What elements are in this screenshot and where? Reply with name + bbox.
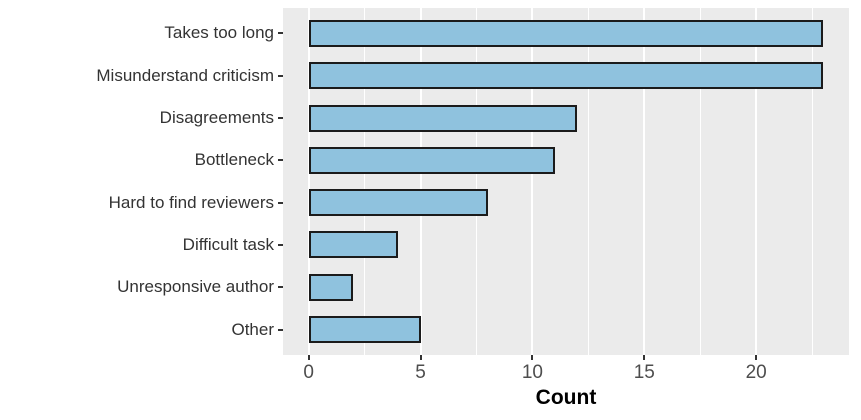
y-tick-mark [278, 328, 283, 331]
x-tick-label-5: 5 [415, 362, 426, 383]
gridline-minor [811, 8, 813, 355]
bar-other [308, 316, 421, 344]
y-tick-mark [278, 201, 283, 204]
plot-panel [283, 8, 849, 355]
gridline-major [755, 8, 758, 355]
bar-hard-to-find-reviewers [308, 189, 488, 217]
x-tick-label-20: 20 [745, 362, 767, 383]
y-tick-mark [278, 117, 283, 120]
x-tick-label-15: 15 [633, 362, 655, 383]
y-tick-mark [278, 243, 283, 246]
x-tick-mark [419, 355, 422, 360]
gridline-minor [476, 8, 477, 355]
category-label-takes-too-long: Takes too long [164, 23, 274, 43]
bar-takes-too-long [308, 19, 824, 47]
x-axis-title: Count [535, 386, 597, 409]
category-label-difficult-task: Difficult task [182, 234, 274, 254]
category-label-unresponsive-author: Unresponsive author [117, 277, 274, 297]
category-label-disagreements: Disagreements [159, 108, 274, 128]
x-tick-label-0: 0 [303, 362, 314, 383]
y-tick-mark [278, 286, 283, 289]
category-label-hard-to-find-reviewers: Hard to find reviewers [108, 192, 274, 212]
x-tick-mark [755, 355, 758, 360]
bar-bottleneck [308, 146, 555, 174]
category-label-other: Other [231, 319, 274, 339]
bar-disagreements [308, 104, 578, 132]
bar-difficult-task [308, 231, 399, 259]
x-tick-mark [643, 355, 646, 360]
x-tick-mark [531, 355, 534, 360]
gridline-minor [587, 8, 589, 355]
gridline-minor [364, 8, 366, 355]
x-tick-mark [307, 355, 310, 360]
x-tick-label-10: 10 [521, 362, 543, 383]
y-tick-mark [278, 159, 283, 162]
category-label-bottleneck: Bottleneck [194, 150, 274, 170]
gridline-major [307, 8, 310, 355]
gridline-major [419, 8, 422, 355]
gridline-major [531, 8, 534, 355]
bar-misunderstand-criticism [308, 62, 824, 90]
y-tick-mark [278, 74, 283, 77]
gridline-minor [699, 8, 701, 355]
y-tick-mark [278, 32, 283, 35]
category-label-misunderstand-criticism: Misunderstand criticism [96, 65, 274, 85]
bar-unresponsive-author [308, 273, 354, 301]
gridline-major [643, 8, 646, 355]
